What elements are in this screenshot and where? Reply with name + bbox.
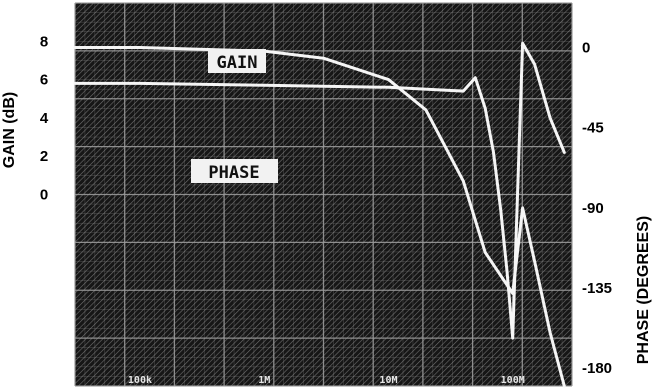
phase-label-bg <box>191 159 278 183</box>
x-tick-label: 100k <box>128 375 152 386</box>
gain-trace-label: GAIN <box>217 53 258 73</box>
left-tick-label: 2 <box>40 148 48 165</box>
right-ticks: 0 -45 -90 -135 -180 <box>582 40 612 378</box>
series-line-phase <box>73 46 566 388</box>
series-line-gain <box>73 41 566 340</box>
x-tick-label: 10M <box>379 375 397 386</box>
phase-trace-label: PHASE <box>208 163 259 183</box>
left-tick-label: 4 <box>40 110 49 127</box>
x-ticks: 100k 1M 10M 100M <box>128 375 525 386</box>
right-tick-label: -90 <box>582 200 604 217</box>
series <box>73 41 566 388</box>
left-tick-label: 6 <box>40 72 48 89</box>
x-tick-label: 1M <box>258 375 270 386</box>
right-tick-label: -45 <box>582 120 604 137</box>
gain-label-bg <box>208 49 266 73</box>
left-tick-label: 8 <box>40 33 48 50</box>
left-ticks: 8 6 4 2 0 <box>40 33 49 203</box>
right-tick-label: 0 <box>582 40 590 57</box>
left-tick-label: 0 <box>40 187 48 204</box>
x-tick-label: 100M <box>501 375 525 386</box>
grid <box>74 2 573 387</box>
right-axis-label: PHASE (DEGREES) <box>635 216 652 364</box>
left-axis-label: GAIN (dB) <box>1 92 18 168</box>
right-tick-label: -135 <box>582 280 612 297</box>
right-tick-label: -180 <box>582 360 612 377</box>
